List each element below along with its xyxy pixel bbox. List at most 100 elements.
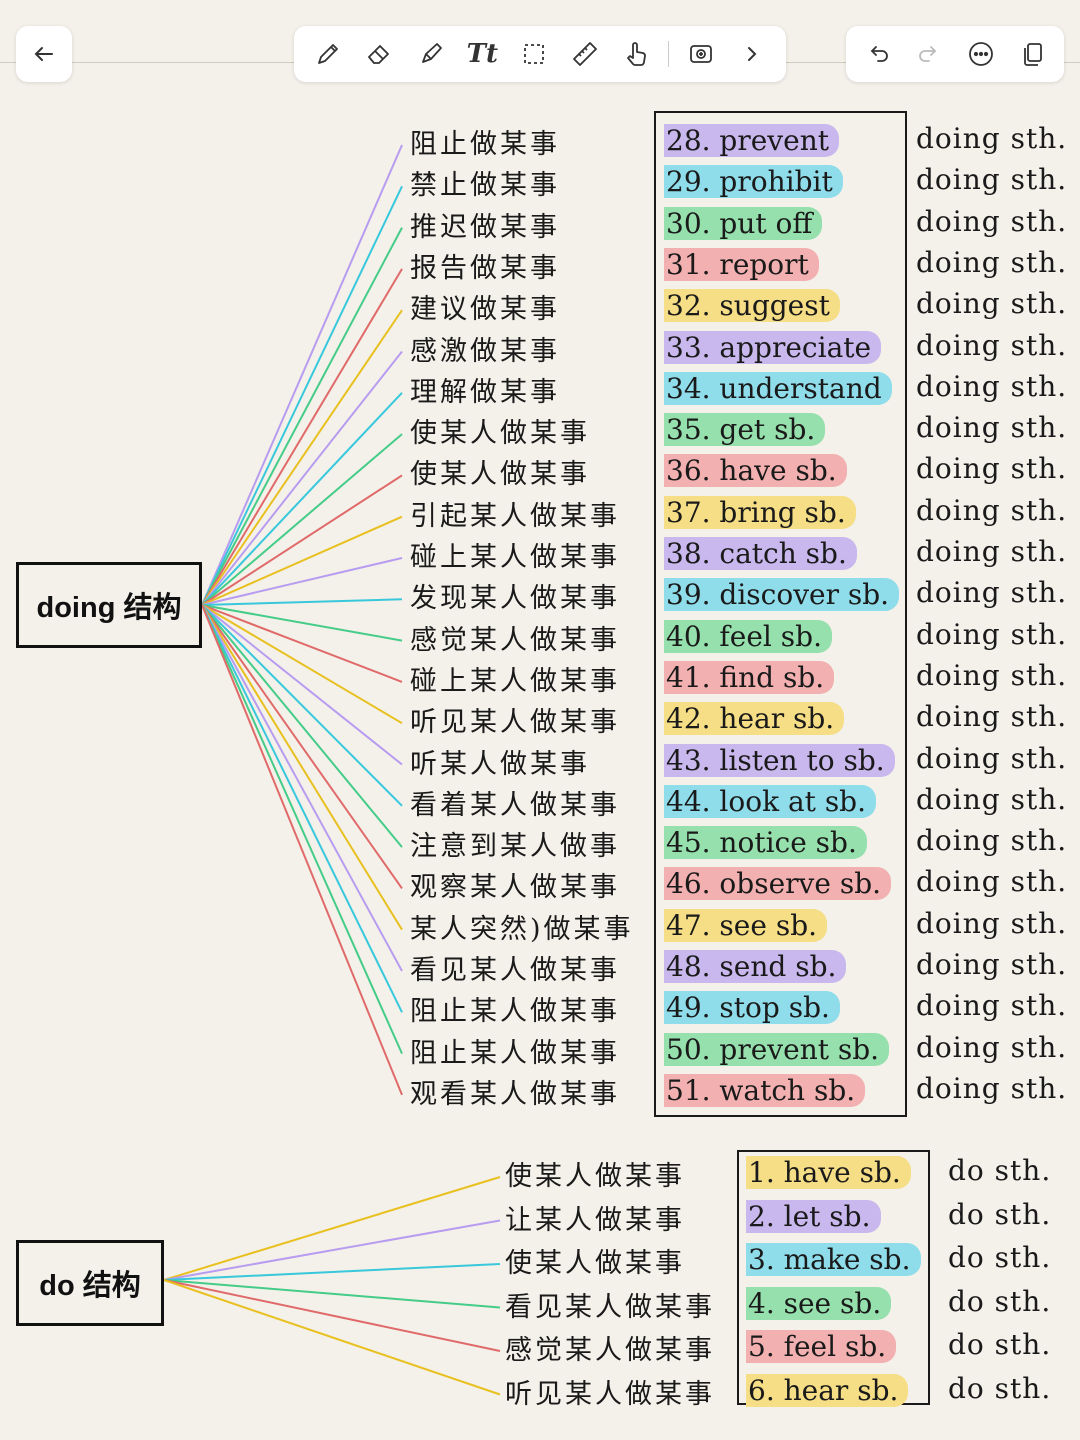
verb-highlight: 30. put off bbox=[664, 206, 823, 240]
verb-highlight: 41. find sb. bbox=[664, 660, 835, 694]
chinese-meaning: 某人突然)做某事 bbox=[410, 913, 634, 945]
structure-suffix: doing sth. bbox=[916, 948, 1068, 981]
more-icon[interactable] bbox=[961, 34, 1001, 74]
add-image-icon[interactable] bbox=[681, 34, 721, 74]
ruler-icon[interactable] bbox=[565, 34, 605, 74]
verb-entry: 50. prevent sb. bbox=[664, 1032, 890, 1067]
verb-highlight: 37. bring sb. bbox=[664, 495, 856, 529]
structure-suffix: doing sth. bbox=[916, 328, 1068, 362]
verb-entry: 36. have sb. bbox=[664, 454, 847, 488]
back-arrow-icon[interactable] bbox=[24, 34, 64, 74]
redo-icon[interactable] bbox=[909, 34, 949, 74]
verb-highlight: 44. look at sb. bbox=[664, 784, 877, 818]
toolbar-tools: Tt bbox=[294, 26, 786, 82]
connector-line bbox=[201, 185, 403, 606]
undo-icon[interactable] bbox=[858, 34, 898, 74]
verb-highlight: 34. understand bbox=[664, 371, 892, 405]
verb-highlight: 1. have sb. bbox=[746, 1156, 911, 1189]
verb-entry: 44. look at sb. bbox=[664, 784, 877, 819]
connector-line bbox=[201, 309, 403, 606]
verb-entry: 47. see sb. bbox=[664, 908, 828, 943]
chinese-meaning: 看见某人做某事 bbox=[410, 955, 620, 986]
chinese-meaning: 使某人做某事 bbox=[410, 418, 590, 450]
chinese-meaning: 理解做某事 bbox=[410, 376, 560, 408]
connector-line bbox=[201, 474, 403, 606]
connector-line bbox=[201, 604, 403, 1055]
verb-highlight: 50. prevent sb. bbox=[664, 1032, 890, 1066]
toolbar-separator bbox=[668, 41, 670, 67]
structure-suffix: doing sth. bbox=[916, 1030, 1068, 1064]
verb-entry: 1. have sb. bbox=[746, 1156, 911, 1190]
chinese-meaning: 感觉某人做某事 bbox=[410, 624, 620, 656]
chinese-meaning: 发现某人做某事 bbox=[410, 583, 620, 615]
chinese-meaning: 注意到某人做事 bbox=[410, 831, 620, 863]
connector-line bbox=[201, 604, 403, 766]
verb-entry: 40. feel sb. bbox=[664, 619, 832, 654]
connector-line bbox=[201, 144, 403, 606]
connector-line bbox=[201, 604, 403, 642]
structure-suffix: doing sth. bbox=[916, 824, 1068, 858]
chinese-meaning: 报告做某事 bbox=[410, 252, 560, 284]
connector-line bbox=[201, 598, 403, 606]
verb-entry: 41. find sb. bbox=[664, 660, 835, 695]
toolbar-left bbox=[16, 26, 72, 82]
connector-line bbox=[163, 1219, 501, 1281]
verb-highlight: 48. send sb. bbox=[664, 950, 847, 983]
structure-suffix: doing sth. bbox=[916, 287, 1068, 321]
verb-highlight: 35. get sb. bbox=[664, 413, 826, 447]
verb-entry: 28. prevent bbox=[664, 124, 839, 158]
verb-entry: 4. see sb. bbox=[746, 1286, 892, 1321]
connector-line bbox=[201, 604, 403, 931]
text-tool-icon[interactable]: Tt bbox=[462, 34, 502, 74]
verb-highlight: 39. discover sb. bbox=[664, 578, 900, 612]
verb-highlight: 36. have sb. bbox=[664, 454, 847, 488]
connector-line bbox=[201, 604, 403, 1013]
connector-line bbox=[201, 604, 403, 725]
pencil-icon[interactable] bbox=[308, 34, 348, 74]
toolbar-right bbox=[846, 26, 1064, 82]
chinese-meaning: 听见某人做某事 bbox=[505, 1378, 715, 1410]
chinese-meaning: 引起某人做某事 bbox=[410, 500, 620, 532]
verb-highlight: 29. prohibit bbox=[664, 165, 843, 199]
verb-highlight: 46. observe sb. bbox=[664, 867, 892, 901]
structure-suffix: doing sth. bbox=[916, 700, 1068, 734]
pages-icon[interactable] bbox=[1012, 34, 1052, 74]
chinese-meaning: 感觉某人做某事 bbox=[505, 1335, 715, 1366]
root-node-do[interactable]: do 结构 bbox=[16, 1240, 164, 1326]
hand-pointer-icon[interactable] bbox=[617, 34, 657, 74]
connector-line bbox=[163, 1263, 501, 1281]
verb-entry: 38. catch sb. bbox=[664, 537, 857, 571]
connector-line bbox=[201, 350, 403, 606]
verb-entry: 48. send sb. bbox=[664, 950, 847, 984]
verb-entry: 43. listen to sb. bbox=[664, 743, 895, 778]
verb-entry: 29. prohibit bbox=[664, 165, 843, 199]
verb-highlight: 3. make sb. bbox=[746, 1243, 921, 1276]
verb-entry: 3. make sb. bbox=[746, 1243, 921, 1277]
chinese-meaning: 观看某人做某事 bbox=[410, 1078, 620, 1110]
verb-entry: 37. bring sb. bbox=[664, 495, 856, 530]
verb-highlight: 47. see sb. bbox=[664, 908, 828, 942]
verb-highlight: 51. watch sb. bbox=[664, 1073, 866, 1107]
connector-line bbox=[201, 604, 403, 972]
chinese-meaning: 碰上某人做某事 bbox=[410, 542, 620, 573]
lasso-select-icon[interactable] bbox=[514, 34, 554, 74]
chinese-meaning: 碰上某人做某事 bbox=[410, 665, 620, 697]
chinese-meaning: 观察某人做某事 bbox=[410, 872, 620, 904]
verb-highlight: 28. prevent bbox=[664, 124, 839, 157]
highlighter-icon[interactable] bbox=[411, 34, 451, 74]
connector-line bbox=[201, 604, 403, 807]
verb-entry: 35. get sb. bbox=[664, 413, 826, 447]
root-node-doing[interactable]: doing 结构 bbox=[16, 562, 202, 648]
chinese-meaning: 建议做某事 bbox=[410, 294, 560, 326]
eraser-icon[interactable] bbox=[359, 34, 399, 74]
connector-line bbox=[201, 604, 403, 889]
connector-line bbox=[201, 227, 403, 606]
verb-entry: 39. discover sb. bbox=[664, 578, 900, 612]
chinese-meaning: 阻止某人做某事 bbox=[410, 996, 620, 1028]
structure-suffix: doing sth. bbox=[916, 535, 1068, 568]
chinese-meaning: 听某人做某事 bbox=[410, 748, 590, 780]
chevron-right-icon[interactable] bbox=[732, 34, 772, 74]
structure-suffix: doing sth. bbox=[916, 493, 1068, 527]
chinese-meaning: 感激做某事 bbox=[410, 335, 560, 367]
verb-highlight: 4. see sb. bbox=[746, 1286, 892, 1320]
